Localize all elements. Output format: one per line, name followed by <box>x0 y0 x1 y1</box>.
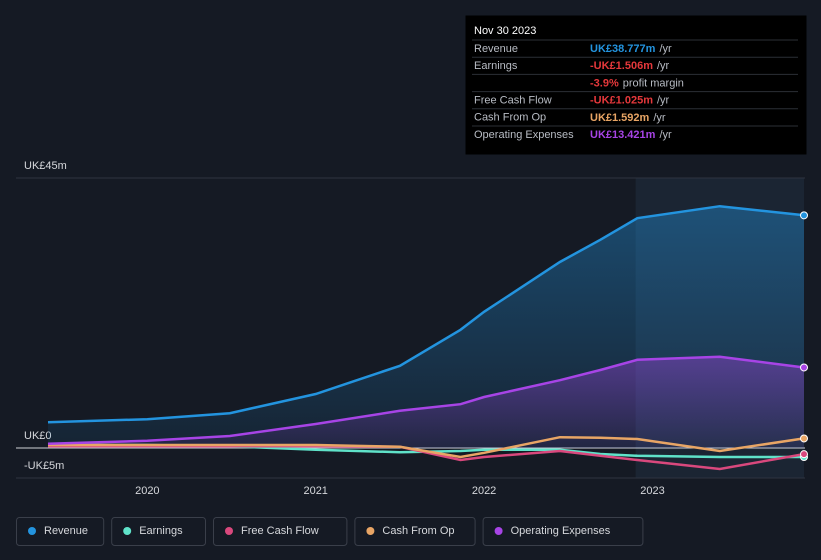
x-tick-label: 2021 <box>303 485 327 497</box>
y-tick-label: UK£45m <box>24 160 67 172</box>
y-tick-label: UK£0 <box>24 430 52 442</box>
tooltip-date: Nov 30 2023 <box>474 25 536 37</box>
legend-item[interactable]: Cash From Op <box>354 517 476 546</box>
series-line <box>47 204 805 424</box>
legend-dot[interactable] <box>494 527 503 535</box>
x-tick-label: 2022 <box>472 485 496 497</box>
legend-label[interactable]: Free Cash Flow <box>241 525 319 537</box>
y-tick-label: -UK£5m <box>24 460 64 472</box>
tooltip-value-unit: /yr <box>653 112 666 124</box>
legend-dot[interactable] <box>225 527 233 535</box>
series-area <box>47 356 804 448</box>
legend-item[interactable]: Free Cash Flow <box>213 517 348 546</box>
tooltip-box <box>465 15 807 155</box>
tooltip-label: Free Cash Flow <box>474 95 552 107</box>
tooltip-label: Revenue <box>474 43 518 55</box>
x-tick-label: 2020 <box>135 485 159 497</box>
tooltip-label: Cash From Op <box>474 112 546 124</box>
tooltip-value: -UK£1.506m/yr <box>590 60 670 72</box>
tooltip-value-number: UK£1.592m <box>590 112 650 124</box>
tooltip-value-unit: profit margin <box>623 77 684 89</box>
end-marker <box>800 211 808 220</box>
legend-item[interactable]: Earnings <box>111 517 206 546</box>
series-line <box>48 435 805 459</box>
end-marker <box>800 434 808 443</box>
tooltip: Nov 30 2023 Revenue UK£38.777m/yr Earnings -… <box>465 15 807 155</box>
x-tick-label: 2023 <box>640 485 664 497</box>
legend-box[interactable] <box>482 517 644 546</box>
tooltip-value-number: UK£13.421m <box>590 129 656 141</box>
tooltip-value: UK£1.592m/yr <box>590 112 666 124</box>
tooltip-label: Operating Expenses <box>474 129 574 141</box>
legend-label[interactable]: Cash From Op <box>382 525 454 537</box>
tooltip-value-number: -UK£1.506m <box>590 60 653 72</box>
end-marker <box>800 450 808 459</box>
tooltip-value-unit: /yr <box>657 60 670 72</box>
legend-box[interactable] <box>111 517 206 546</box>
tooltip-value-number: -3.9% <box>590 77 619 89</box>
legend-dot[interactable] <box>123 527 132 535</box>
legend-item[interactable]: Revenue <box>16 517 105 546</box>
legend-box[interactable] <box>16 517 105 546</box>
tooltip-value-unit: /yr <box>659 129 672 141</box>
legend-item[interactable]: Operating Expenses <box>482 517 644 546</box>
tooltip-value: -3.9% profit margin <box>590 77 684 89</box>
tooltip-label: Earnings <box>474 60 518 72</box>
series-line <box>47 355 805 446</box>
legend-box[interactable] <box>354 517 476 546</box>
tooltip-value: UK£13.421m/yr <box>590 129 672 141</box>
tooltip-value-unit: /yr <box>657 95 670 107</box>
tooltip-value-number: -UK£1.025m <box>590 95 653 107</box>
end-marker <box>800 363 808 372</box>
legend-label[interactable]: Operating Expenses <box>511 525 611 537</box>
legend-box[interactable] <box>213 517 348 546</box>
tooltip-value: UK£38.777m/yr <box>590 43 672 55</box>
legend-label[interactable]: Earnings <box>139 525 183 537</box>
legend-dot[interactable] <box>366 527 375 535</box>
tooltip-value-number: UK£38.777m <box>590 43 656 55</box>
legend-label[interactable]: Revenue <box>44 525 88 537</box>
tooltip-value: -UK£1.025m/yr <box>590 95 670 107</box>
legend-dot[interactable] <box>28 527 36 535</box>
tooltip-value-unit: /yr <box>659 43 672 55</box>
